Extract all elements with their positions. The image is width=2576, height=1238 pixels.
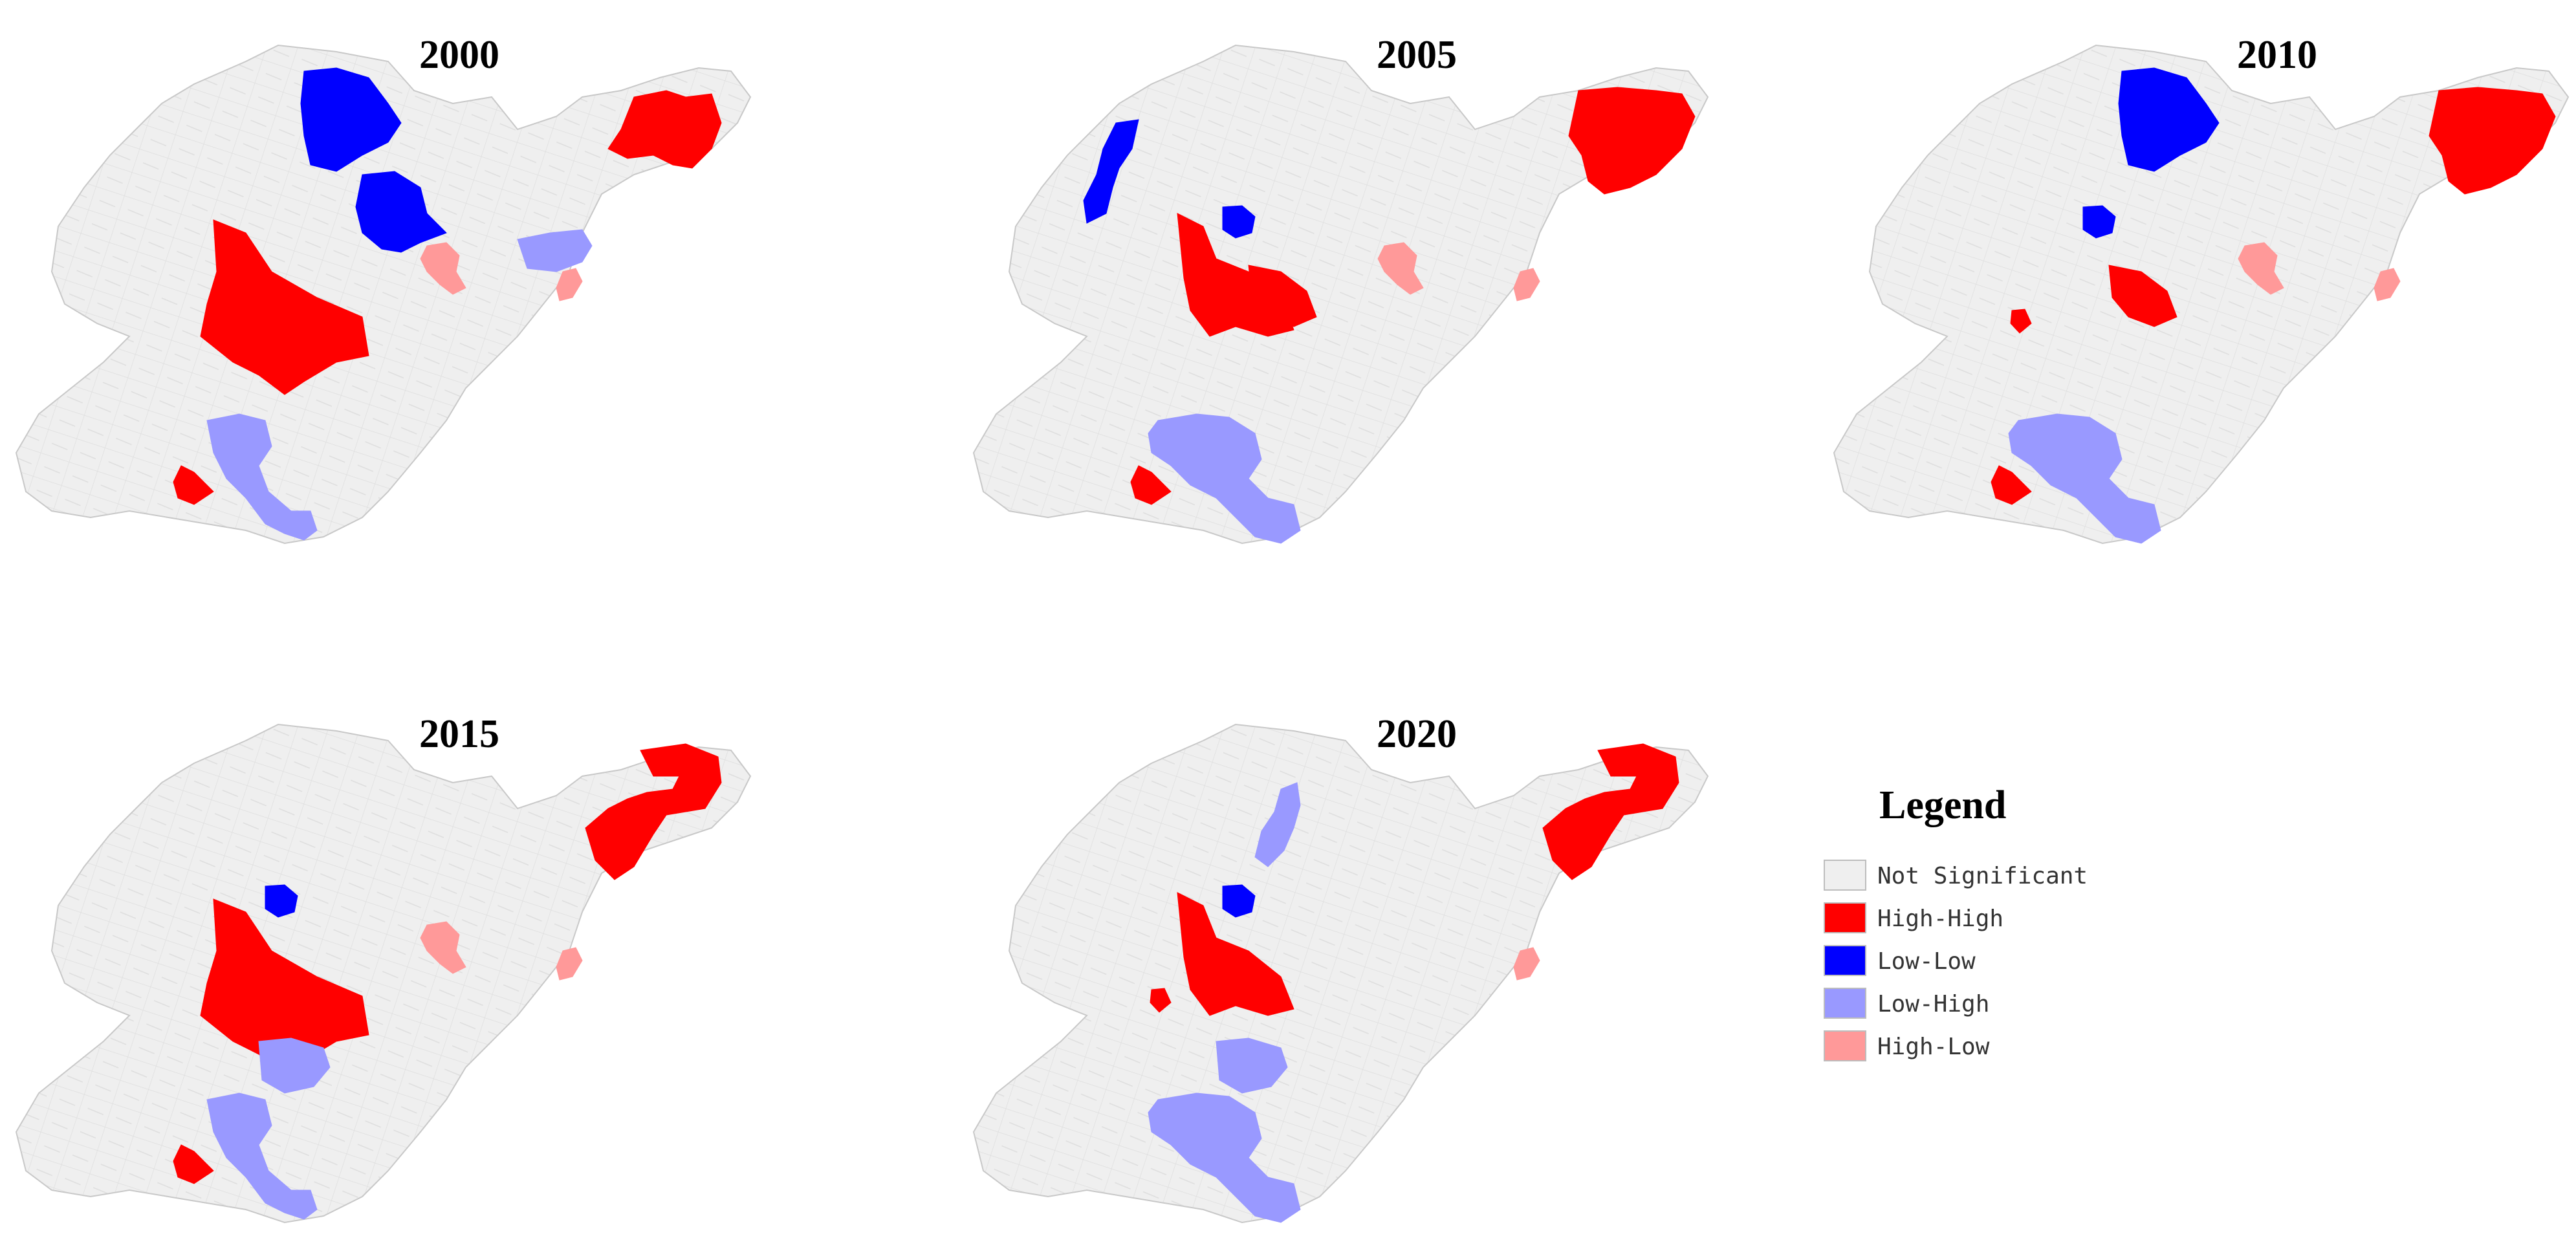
cluster-ll-north-small: [1222, 884, 1256, 918]
legend: Legend Not Significant High-High Low-Low Low…: [1824, 783, 2088, 1061]
cluster-lh-north-strip: [1254, 782, 1301, 867]
cluster-ll-north-strip: [1083, 119, 1139, 224]
map-year-label: 2015: [419, 712, 499, 756]
cluster-hl-east-coast: [1513, 947, 1540, 981]
cluster-hh-east-tip-large: [2429, 87, 2556, 195]
legend-label: Not Significant: [1877, 863, 2088, 889]
cluster-lh-south-chain: [206, 413, 318, 541]
map-panel-2015: 2015: [16, 712, 751, 1223]
legend-swatch: [1824, 988, 1866, 1019]
cluster-hl-center-east: [1377, 242, 1424, 295]
map-year-label: 2000: [419, 33, 499, 77]
legend-swatch: [1824, 902, 1866, 933]
legend-swatch: [1824, 860, 1866, 891]
map-year-label: 2005: [1377, 33, 1457, 77]
map-panel-2020: 2020: [973, 712, 1708, 1223]
cluster-ll-north-1: [300, 67, 402, 172]
cluster-lh-south-chain-wide: [1148, 1092, 1301, 1223]
legend-title: Legend: [1879, 783, 2006, 827]
cluster-lh-center-below: [1216, 1037, 1288, 1094]
map-panel-2000: 2000: [16, 33, 751, 544]
cluster-hh-southwest-small: [173, 465, 214, 505]
legend-label: Low-Low: [1877, 948, 1976, 975]
cluster-hh-center-tiny: [1150, 988, 1172, 1013]
legend-label: High-High: [1877, 906, 2003, 932]
cluster-hh-central-small: [2108, 265, 2178, 327]
cluster-lh-south-chain-wide: [1148, 413, 1301, 544]
map-panel-2005: 2005: [973, 33, 1708, 544]
cluster-ll-north-small: [265, 884, 298, 918]
cluster-hh-southwest-small: [1991, 465, 2032, 505]
county-boundaries: [1834, 45, 2568, 543]
cluster-hh-center-tiny: [2010, 309, 2032, 334]
cluster-lh-south-chain: [206, 1092, 318, 1220]
cluster-hh-central-large: [200, 219, 369, 395]
cluster-hl-east-coast: [556, 947, 583, 981]
cluster-hl-center-east: [2238, 242, 2284, 295]
cluster-lh-east-coast: [517, 229, 593, 272]
county-boundaries: [16, 45, 750, 543]
cluster-hh-east-tip-ring: [585, 743, 722, 880]
cluster-ll-north-small: [2082, 205, 2116, 239]
cluster-hh-central-mid: [1177, 892, 1294, 1016]
cluster-hl-east-coast: [1513, 268, 1540, 301]
map-panel-2010: 2010: [1833, 33, 2569, 544]
legend-swatch: [1824, 945, 1866, 976]
cluster-ll-north-1: [2118, 67, 2220, 172]
legend-label: Low-High: [1877, 991, 1989, 1017]
cluster-ll-north-small: [1222, 205, 1256, 239]
cluster-hh-southwest-small: [1130, 465, 1172, 505]
map-year-label: 2010: [2237, 33, 2317, 77]
cluster-hh-central-small: [1248, 265, 1317, 327]
cluster-hh-east-tip-large: [1568, 87, 1696, 195]
cluster-hl-east-coast: [2374, 268, 2401, 301]
cluster-hl-center-east: [420, 242, 466, 295]
legend-swatch: [1824, 1030, 1866, 1061]
cluster-lh-center-below: [258, 1037, 331, 1094]
cluster-lh-south-chain-wide: [2008, 413, 2161, 544]
cluster-hh-southwest-small: [173, 1144, 214, 1184]
cluster-hh-east-tip-ring: [1542, 743, 1679, 880]
cluster-hl-center-east: [420, 921, 466, 974]
cluster-hh-east-tip: [607, 90, 722, 169]
cluster-ll-north-2: [355, 171, 447, 253]
legend-label: High-Low: [1877, 1034, 1990, 1060]
map-year-label: 2020: [1377, 712, 1457, 756]
cluster-hl-east-coast: [556, 268, 583, 301]
